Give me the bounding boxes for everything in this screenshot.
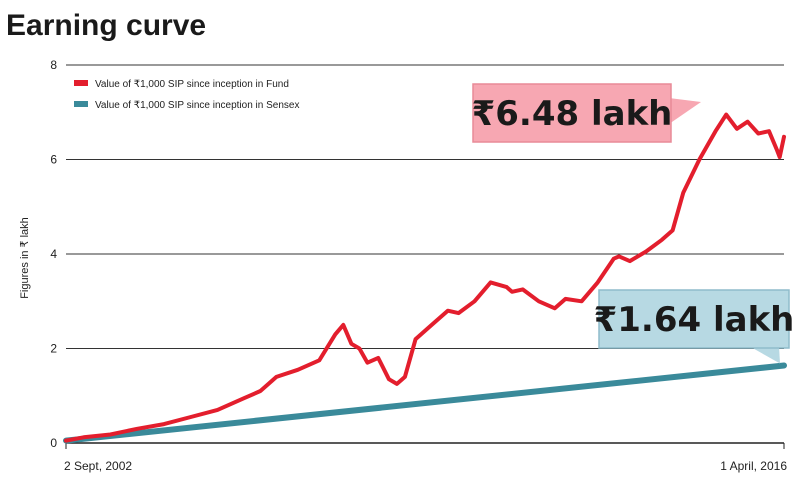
callouts: ₹6.48 lakh ₹1.64 lakh [472, 83, 795, 364]
legend-swatch-sensex [74, 101, 88, 107]
y-axis-label: Figures in ₹ lakh [19, 217, 31, 299]
callout-label-fund: ₹6.48 lakh [472, 94, 673, 134]
legend-swatch-fund [74, 80, 88, 86]
y-tick-6: 6 [50, 153, 57, 167]
chart-title: Earning curve [6, 9, 206, 42]
x-tick-end: 1 April, 2016 [720, 459, 787, 473]
series-lines [63, 112, 787, 444]
callout-box-fund [472, 83, 672, 143]
y-tick-8: 8 [50, 58, 57, 72]
series-line-sensex [63, 362, 787, 444]
callout-pointer-sensex [749, 346, 780, 364]
y-tick-labels: 0 2 4 6 8 [50, 58, 57, 450]
legend-label-sensex: Value of ₹1,000 SIP since inception in S… [95, 100, 299, 111]
y-tick-0: 0 [50, 436, 57, 450]
callout-pointer-fund [669, 98, 701, 124]
callout-label-sensex: ₹1.64 lakh [594, 300, 795, 340]
legend: Value of ₹1,000 SIP since inception in F… [74, 79, 299, 111]
legend-label-fund: Value of ₹1,000 SIP since inception in F… [95, 79, 289, 90]
x-tick-start: 2 Sept, 2002 [64, 459, 132, 473]
y-tick-2: 2 [50, 342, 57, 356]
callout-box-sensex [598, 289, 790, 349]
series-line-fund [64, 112, 786, 443]
gridlines [65, 64, 785, 449]
y-tick-4: 4 [50, 247, 57, 261]
